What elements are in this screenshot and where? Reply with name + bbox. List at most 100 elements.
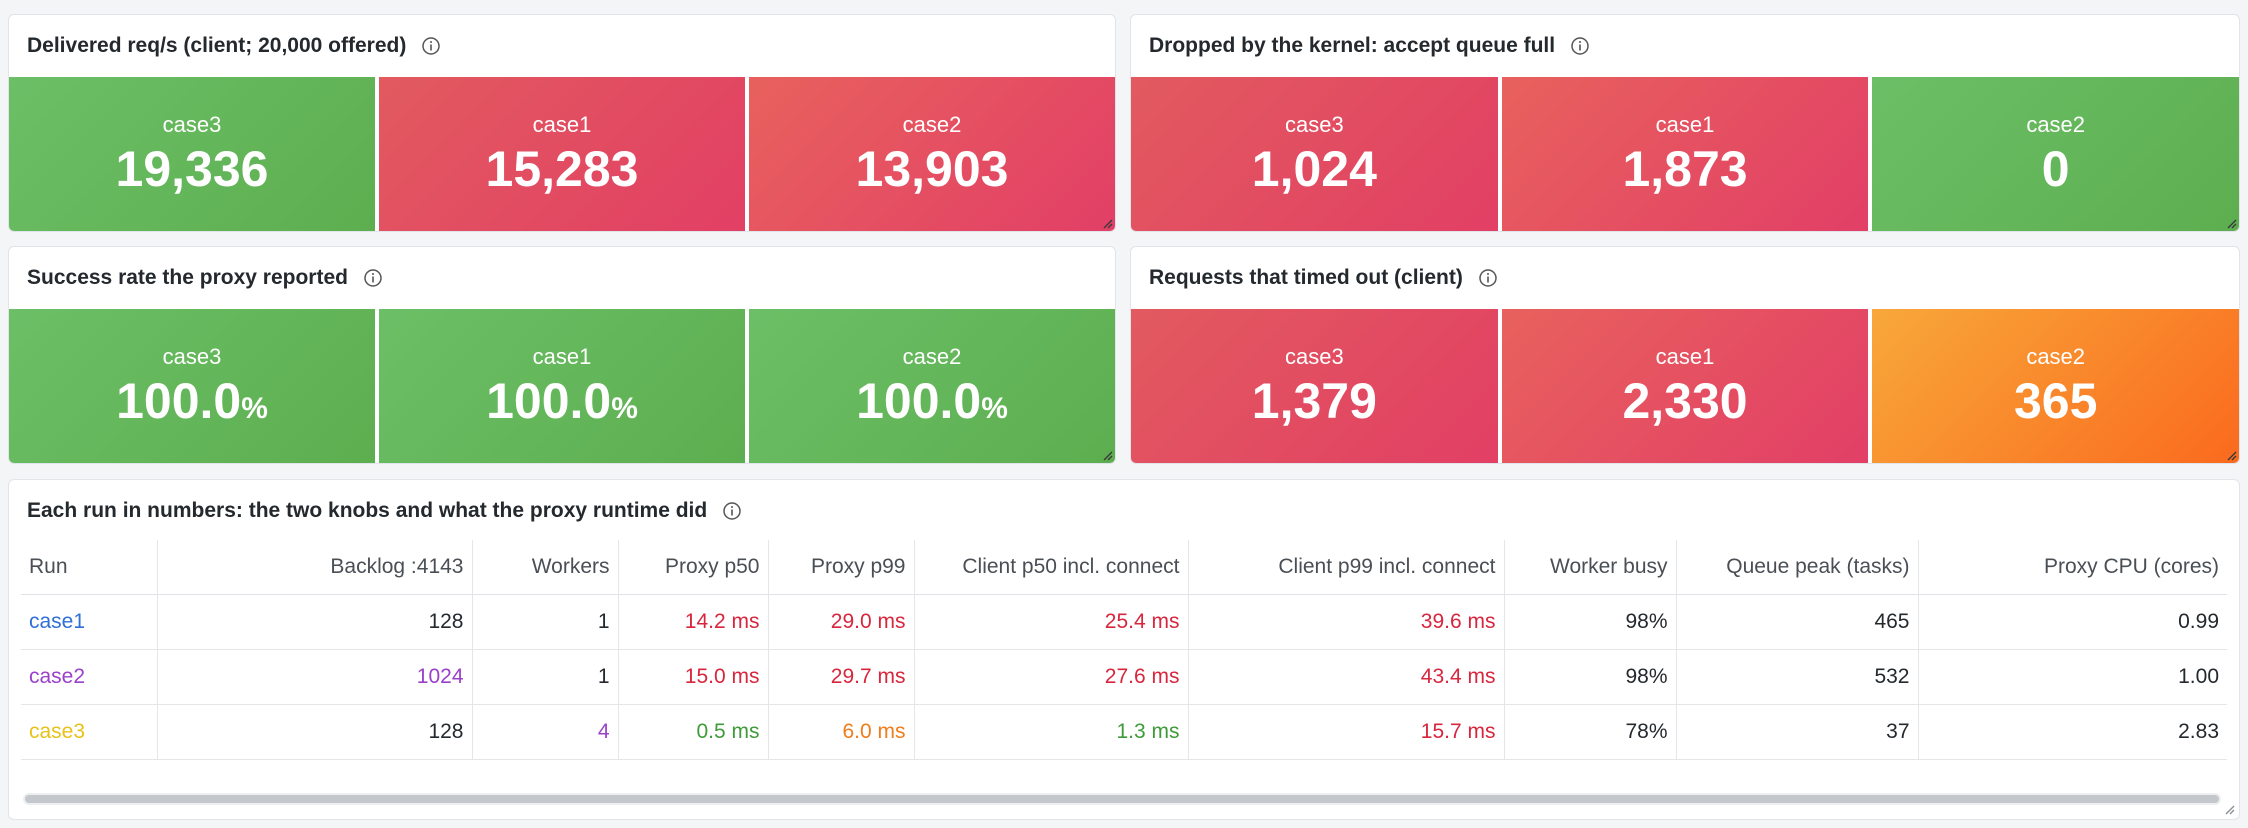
cell-client-p99: 15.7 ms xyxy=(1187,704,1504,760)
stat-value: 0 xyxy=(2041,140,2070,197)
stat-label: case1 xyxy=(532,343,592,369)
resize-corner-icon[interactable] xyxy=(2225,449,2237,461)
cell-proxy-p99: 29.7 ms xyxy=(767,649,914,705)
cell-client-p50: 25.4 ms xyxy=(913,594,1188,650)
table-wrap: Run Backlog :4143 Workers Proxy p50 Prox… xyxy=(21,540,2227,760)
stat-label: case2 xyxy=(902,343,962,369)
resize-corner-icon[interactable] xyxy=(1101,449,1113,461)
panel-header: Dropped by the kernel: accept queue full xyxy=(1131,15,2239,77)
info-icon[interactable] xyxy=(721,500,743,522)
panel-delivered: Delivered req/s (client; 20,000 offered)… xyxy=(8,14,1116,232)
stat-row: case3 19,336 case1 15,283 case2 13,903 xyxy=(9,77,1115,231)
cell-client-p99: 43.4 ms xyxy=(1187,649,1504,705)
info-icon[interactable] xyxy=(420,35,442,57)
stat-value: 1,379 xyxy=(1251,372,1377,429)
resize-corner-icon[interactable] xyxy=(2225,217,2237,229)
stat-case1: case1 15,283 xyxy=(379,77,745,231)
horizontal-scrollbar[interactable] xyxy=(23,793,2221,805)
panel-header: Each run in numbers: the two knobs and w… xyxy=(9,480,2239,542)
column-header-backlog[interactable]: Backlog :4143 xyxy=(156,540,472,595)
stat-unit: % xyxy=(611,391,638,425)
resize-corner-icon[interactable] xyxy=(1101,217,1113,229)
stat-case1: case1 1,873 xyxy=(1501,77,1869,231)
panel-title: Delivered req/s (client; 20,000 offered) xyxy=(27,34,407,57)
column-header-run[interactable]: Run xyxy=(21,540,157,595)
cell-client-p99: 39.6 ms xyxy=(1187,594,1504,650)
cell-proxy-p50: 15.0 ms xyxy=(617,649,768,705)
resize-corner-icon[interactable] xyxy=(2223,803,2235,815)
stat-case3: case3 100.0% xyxy=(9,309,375,463)
panel-timed-out: Requests that timed out (client) case3 1… xyxy=(1130,246,2240,464)
stat-case3: case3 1,379 xyxy=(1131,309,1498,463)
scrollbar-thumb[interactable] xyxy=(25,795,2219,803)
stat-label: case3 xyxy=(1284,111,1344,137)
stat-case2: case2 100.0% xyxy=(749,309,1115,463)
panel-header: Success rate the proxy reported xyxy=(9,247,1115,309)
stat-value: 100.0% xyxy=(856,372,1008,429)
stat-label: case1 xyxy=(1655,343,1715,369)
info-icon[interactable] xyxy=(1569,35,1591,57)
stat-unit: % xyxy=(981,391,1008,425)
stat-value: 1,873 xyxy=(1622,140,1748,197)
stat-label: case2 xyxy=(2026,111,2086,137)
stat-value: 365 xyxy=(2013,372,2098,429)
stat-label: case2 xyxy=(902,111,962,137)
stat-row: case3 1,379 case1 2,330 case2 365 xyxy=(1131,309,2239,463)
cell-queue-peak: 465 xyxy=(1675,594,1918,650)
cell-proxy-p99: 29.0 ms xyxy=(767,594,914,650)
cell-backlog: 128 xyxy=(156,594,472,650)
cell-workers: 1 xyxy=(471,649,618,705)
info-icon[interactable] xyxy=(362,267,384,289)
cell-proxy-cpu: 0.99 xyxy=(1917,594,2227,650)
cell-proxy-cpu: 1.00 xyxy=(1917,649,2227,705)
stat-label: case3 xyxy=(162,111,222,137)
cell-backlog: 128 xyxy=(156,704,472,760)
cell-workers: 4 xyxy=(471,704,618,760)
stat-value: 2,330 xyxy=(1622,372,1748,429)
column-header-worker-busy[interactable]: Worker busy xyxy=(1503,540,1676,595)
stat-label: case3 xyxy=(162,343,222,369)
cell-workers: 1 xyxy=(471,594,618,650)
cell-proxy-p99: 6.0 ms xyxy=(767,704,914,760)
panel-title: Dropped by the kernel: accept queue full xyxy=(1149,34,1556,57)
panel-header: Delivered req/s (client; 20,000 offered) xyxy=(9,15,1115,77)
stat-number: 100.0 xyxy=(116,372,242,429)
cell-proxy-p50: 0.5 ms xyxy=(617,704,768,760)
cell-queue-peak: 37 xyxy=(1675,704,1918,760)
stat-row: case3 100.0% case1 100.0% case2 100.0% xyxy=(9,309,1115,463)
column-header-proxy-p50[interactable]: Proxy p50 xyxy=(617,540,768,595)
cell-worker-busy: 98% xyxy=(1503,649,1676,705)
column-header-workers[interactable]: Workers xyxy=(471,540,618,595)
panel-dropped: Dropped by the kernel: accept queue full… xyxy=(1130,14,2240,232)
stat-row: case3 1,024 case1 1,873 case2 0 xyxy=(1131,77,2239,231)
column-header-client-p50[interactable]: Client p50 incl. connect xyxy=(913,540,1188,595)
info-icon[interactable] xyxy=(1477,267,1499,289)
column-header-client-p99[interactable]: Client p99 incl. connect xyxy=(1187,540,1504,595)
stat-label: case3 xyxy=(1284,343,1344,369)
stat-case3: case3 19,336 xyxy=(9,77,375,231)
stat-case3: case3 1,024 xyxy=(1131,77,1498,231)
stat-number: 100.0 xyxy=(856,372,982,429)
panel-run-table: Each run in numbers: the two knobs and w… xyxy=(8,479,2240,820)
stat-value: 13,903 xyxy=(855,140,1009,197)
stat-number: 100.0 xyxy=(486,372,612,429)
column-header-proxy-p99[interactable]: Proxy p99 xyxy=(767,540,914,595)
cell-worker-busy: 98% xyxy=(1503,594,1676,650)
cell-run: case3 xyxy=(21,704,157,760)
column-header-queue-peak[interactable]: Queue peak (tasks) xyxy=(1675,540,1918,595)
cell-worker-busy: 78% xyxy=(1503,704,1676,760)
panel-title: Success rate the proxy reported xyxy=(27,266,348,289)
stat-unit: % xyxy=(241,391,268,425)
stat-case1: case1 100.0% xyxy=(379,309,745,463)
cell-proxy-p50: 14.2 ms xyxy=(617,594,768,650)
cell-backlog: 1024 xyxy=(156,649,472,705)
panel-title: Requests that timed out (client) xyxy=(1149,266,1463,289)
cell-run: case2 xyxy=(21,649,157,705)
stat-value: 1,024 xyxy=(1251,140,1377,197)
column-header-proxy-cpu[interactable]: Proxy CPU (cores) xyxy=(1917,540,2227,595)
stat-case2: case2 365 xyxy=(1872,309,2239,463)
cell-proxy-cpu: 2.83 xyxy=(1917,704,2227,760)
panel-success-rate: Success rate the proxy reported case3 10… xyxy=(8,246,1116,464)
stat-label: case1 xyxy=(532,111,592,137)
table-row: case2 1024 1 15.0 ms 29.7 ms 27.6 ms 43.… xyxy=(21,649,2227,705)
